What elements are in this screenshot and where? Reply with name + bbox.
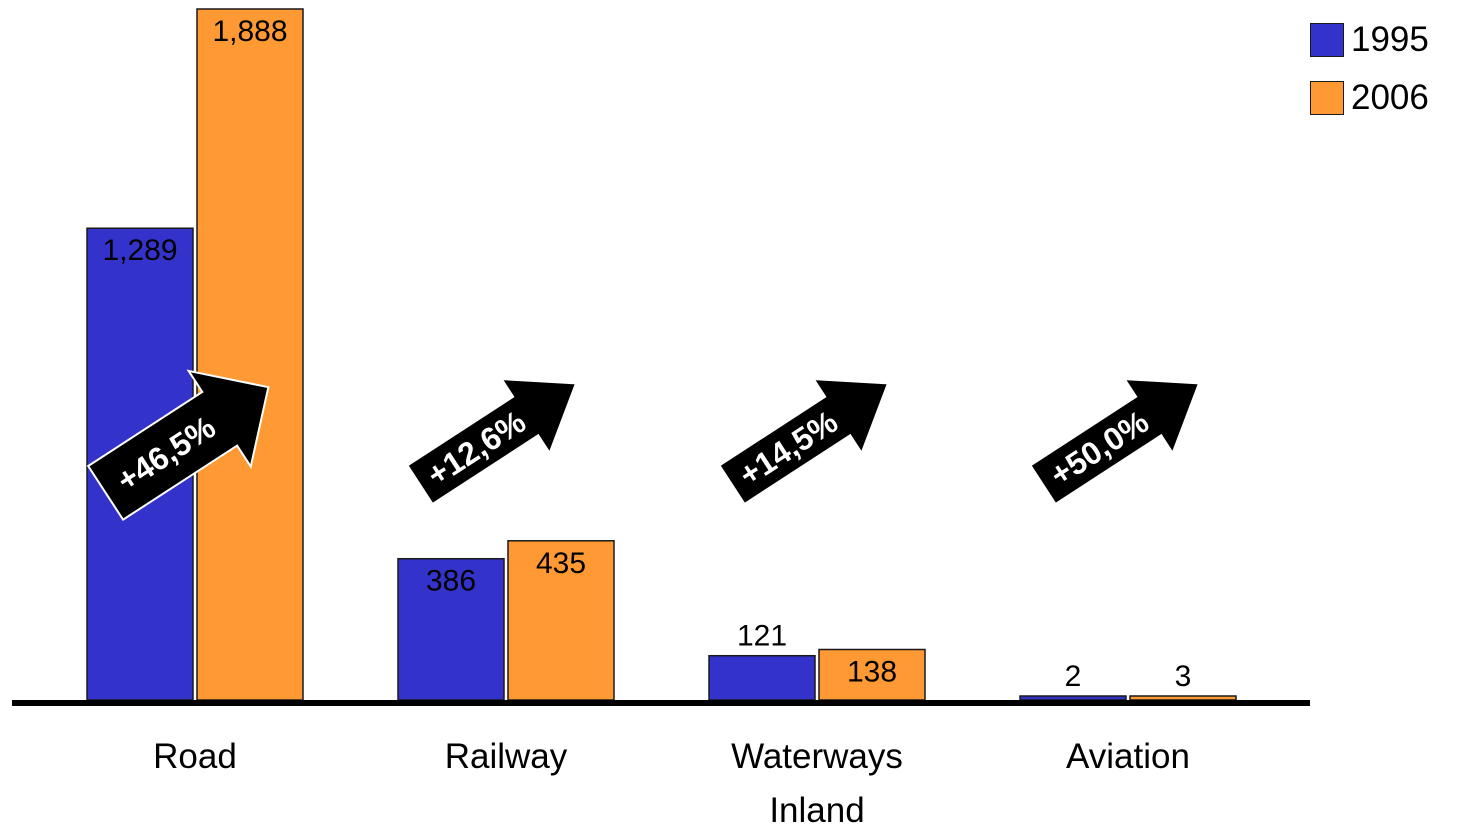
value-label-1-3: 121 xyxy=(737,620,787,653)
legend-swatch-series-1 xyxy=(1310,23,1344,57)
value-labels-layer: 1,289 1,888 386 435 121 138 2 3 xyxy=(102,15,1191,693)
growth-arrow-shape-4 xyxy=(1029,378,1201,506)
value-label-1-1: 1,289 xyxy=(102,234,177,267)
growth-arrow-3: +14,5% xyxy=(718,378,890,506)
bar-2-2 xyxy=(507,540,615,701)
growth-arrow-shape-2 xyxy=(406,378,578,506)
value-label-1-4: 2 xyxy=(1065,660,1082,693)
value-label-2-4: 3 xyxy=(1175,660,1192,693)
bar-2-3 xyxy=(818,648,926,701)
bar-1-3 xyxy=(708,654,816,701)
legend-label-series-1: 1995 xyxy=(1351,20,1429,59)
bar-1-4 xyxy=(1019,695,1127,701)
category-label-4: Aviation xyxy=(1066,737,1190,776)
category-label-2: Railway xyxy=(445,737,568,776)
growth-arrow-2: +12,6% xyxy=(406,378,578,506)
category-labels-layer: Road Railway Waterways Inland Aviation xyxy=(153,737,1190,830)
growth-arrow-4: +50,0% xyxy=(1029,378,1201,506)
bar-2-4 xyxy=(1129,695,1237,701)
legend-item-series-2: 2006 xyxy=(1310,80,1429,116)
legend-item-series-1: 1995 xyxy=(1310,22,1429,58)
value-label-2-1: 1,888 xyxy=(212,15,287,48)
category-label-3-line-2: Inland xyxy=(769,791,864,830)
legend-swatch-series-2 xyxy=(1310,81,1344,115)
bars-layer xyxy=(86,8,1237,701)
value-label-1-2: 386 xyxy=(426,565,476,598)
bar-2-1 xyxy=(196,8,304,701)
legend: 1995 2006 xyxy=(1310,22,1429,138)
growth-arrow-shape-3 xyxy=(718,378,890,506)
value-label-2-3: 138 xyxy=(847,655,897,688)
legend-label-series-2: 2006 xyxy=(1351,78,1429,117)
category-label-3: Waterways xyxy=(731,737,903,776)
growth-arrow-shape-1 xyxy=(86,369,270,522)
value-label-2-2: 435 xyxy=(536,547,586,580)
category-label-1: Road xyxy=(153,737,237,776)
bar-1-2 xyxy=(397,557,505,701)
